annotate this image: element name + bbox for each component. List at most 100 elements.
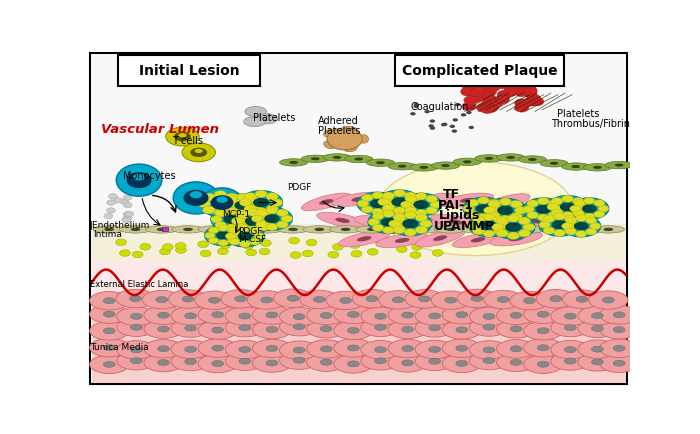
Circle shape [543,216,555,223]
Ellipse shape [395,238,409,243]
Ellipse shape [435,226,467,233]
Ellipse shape [225,226,265,247]
Ellipse shape [613,345,625,352]
Ellipse shape [366,160,395,167]
Circle shape [539,222,550,229]
Ellipse shape [496,320,536,339]
Ellipse shape [523,198,564,221]
Ellipse shape [253,354,291,372]
Circle shape [505,87,519,96]
Ellipse shape [388,339,427,358]
Circle shape [455,104,461,107]
Ellipse shape [524,306,563,324]
Circle shape [226,197,237,204]
Circle shape [584,214,595,220]
Circle shape [468,200,479,207]
Ellipse shape [117,318,156,337]
Ellipse shape [537,345,550,351]
Circle shape [523,224,535,231]
Ellipse shape [393,228,403,231]
FancyBboxPatch shape [90,54,627,385]
Ellipse shape [276,226,309,233]
Ellipse shape [225,352,265,371]
Circle shape [547,204,559,211]
Ellipse shape [144,320,183,339]
Ellipse shape [183,228,193,231]
Ellipse shape [592,313,603,319]
Circle shape [123,203,132,208]
Ellipse shape [428,347,441,353]
Ellipse shape [209,228,219,231]
Ellipse shape [311,158,320,161]
Circle shape [538,198,549,205]
Ellipse shape [510,359,522,365]
Ellipse shape [314,228,324,231]
Circle shape [523,206,534,214]
Ellipse shape [496,306,536,325]
Ellipse shape [536,205,551,214]
Ellipse shape [320,346,332,352]
Ellipse shape [327,129,363,151]
Ellipse shape [117,307,156,326]
Circle shape [209,227,219,234]
Ellipse shape [185,346,197,352]
Ellipse shape [381,218,396,227]
Ellipse shape [279,351,318,370]
Circle shape [430,120,435,123]
Text: UPA: UPA [433,220,461,233]
Circle shape [574,211,584,218]
Ellipse shape [197,191,243,217]
Ellipse shape [570,198,609,220]
Ellipse shape [574,222,589,231]
Circle shape [415,210,427,217]
Ellipse shape [130,296,141,302]
Ellipse shape [582,205,596,214]
Circle shape [302,250,313,257]
Circle shape [246,250,257,256]
Ellipse shape [334,322,373,340]
Circle shape [508,79,522,88]
Ellipse shape [496,155,525,162]
Ellipse shape [373,221,388,226]
Circle shape [483,230,495,238]
Circle shape [256,221,267,229]
Circle shape [499,216,511,223]
Circle shape [387,201,398,208]
Ellipse shape [317,213,368,229]
Bar [92,224,626,263]
Ellipse shape [506,157,515,160]
Circle shape [372,192,384,200]
Ellipse shape [578,340,617,358]
Ellipse shape [334,355,373,373]
Circle shape [528,98,542,106]
Ellipse shape [402,220,419,229]
Ellipse shape [323,130,335,138]
Ellipse shape [157,228,167,231]
Circle shape [462,103,476,112]
Circle shape [249,227,260,234]
Circle shape [162,244,174,251]
Circle shape [276,210,288,217]
Circle shape [123,212,132,217]
Circle shape [247,208,258,215]
Ellipse shape [307,353,346,372]
Circle shape [236,222,248,229]
Circle shape [218,225,228,232]
Circle shape [218,240,228,247]
Ellipse shape [471,296,483,302]
Circle shape [258,224,270,231]
Ellipse shape [552,221,567,230]
Ellipse shape [576,296,588,302]
Ellipse shape [127,173,152,189]
Circle shape [463,206,475,213]
Ellipse shape [253,321,291,339]
Circle shape [160,249,170,255]
Ellipse shape [211,345,224,352]
Circle shape [247,209,259,217]
Ellipse shape [116,164,162,197]
Circle shape [197,241,209,248]
Ellipse shape [239,358,251,365]
Ellipse shape [171,352,210,371]
Text: Platelets: Platelets [318,125,360,135]
Circle shape [468,126,474,130]
